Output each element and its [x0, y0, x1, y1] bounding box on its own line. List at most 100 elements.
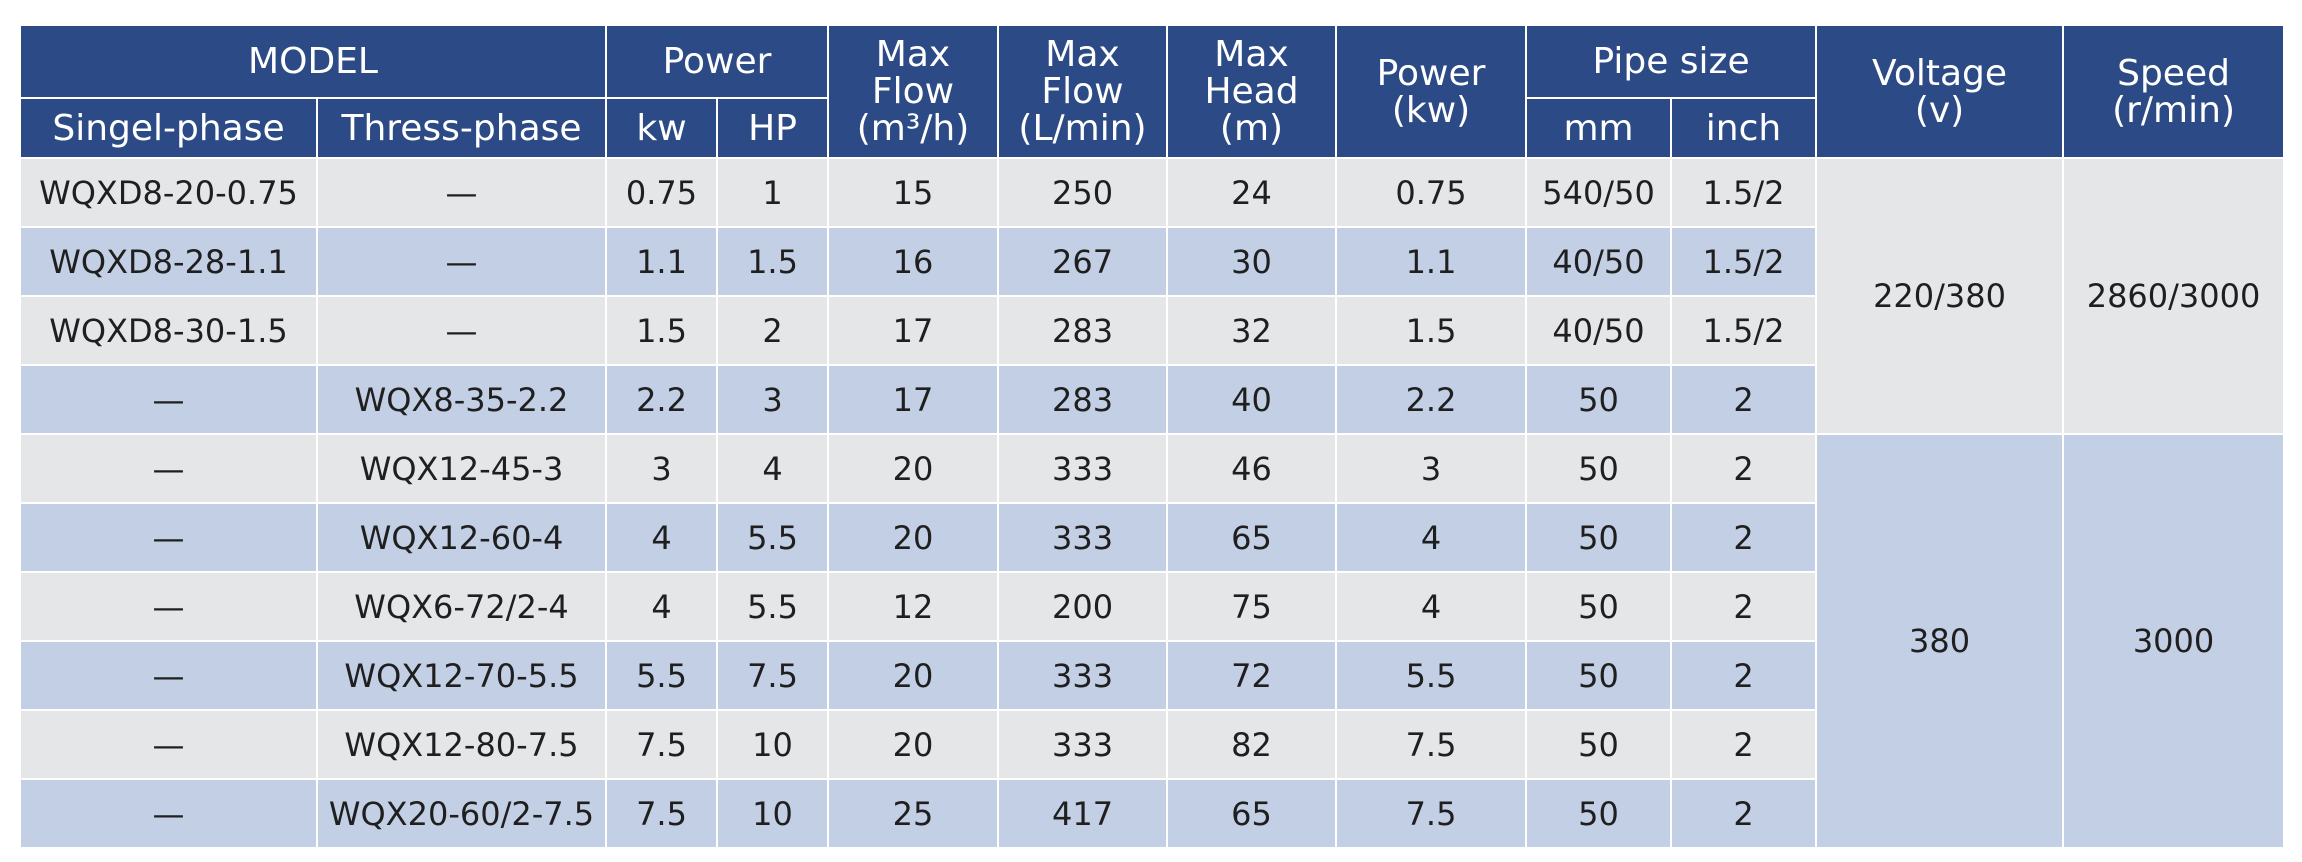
table-row: — WQX12-70-5.5 5.5 7.5 20 333 72 5.5 50 2: [19, 640, 2284, 711]
max-flow-lmin-cell: 333: [997, 433, 1169, 504]
table-row: WQXD8-30-1.5—1.5 2 17 283 32 1.5 40/50 1.5/2: [19, 295, 2284, 366]
pipe-mm-cell: 50: [1525, 709, 1673, 780]
max-head-cell: 65: [1166, 502, 1338, 573]
single-phase-cell: —: [19, 778, 318, 849]
max-head-cell: 65: [1166, 778, 1338, 849]
single-phase-cell: —: [19, 640, 318, 711]
max-head-cell: 46: [1166, 433, 1338, 504]
table-row: — WQX20-60/2-7.5 7.5 10 25 417 65 7.5 50 2: [19, 778, 2284, 849]
voltage-header: Voltage (v): [1815, 24, 2065, 159]
pipe-mm-cell: 50: [1525, 640, 1673, 711]
hp-cell: 1.5: [716, 226, 830, 297]
kw-cell: 1.1: [605, 226, 719, 297]
power-kw-cell: 2.2: [1335, 364, 1528, 435]
power-header: Power: [605, 24, 830, 99]
max-head-header: Max Head (m): [1166, 24, 1338, 159]
pipe-inch-cell: 1.5/2: [1670, 226, 1818, 297]
table-row: WQXD8-20-0.75—0.75 1 15 250 24 0.75 540/50 1.5/…: [19, 157, 2286, 435]
voltage-cell: 220/380: [1815, 157, 2065, 435]
pipe-mm-cell: 50: [1525, 364, 1673, 435]
max-flow-lmin-cell: 200: [997, 571, 1169, 642]
hp-cell: 7.5: [716, 640, 830, 711]
table-row: — WQX12-60-4 4 5.5 20 333 65 4 50 2: [19, 502, 2284, 573]
kw-cell: 4: [605, 502, 719, 573]
three-phase-header: Thress-phase: [315, 97, 608, 159]
max-flow-m3h-cell: 25: [827, 778, 1000, 849]
table-row: — WQX8-35-2.2 2.2 3 17 283 40 2.2 50 2: [19, 364, 2284, 435]
kw-cell: 7.5: [605, 778, 719, 849]
hp-cell: 10: [716, 778, 830, 849]
table-row: — WQX6-72/2-4 4 5.5 12 200 75 4 50 2: [19, 571, 2284, 642]
max-flow-lmin-cell: 333: [997, 502, 1169, 573]
pipe-mm-cell: 50: [1525, 502, 1673, 573]
power-kw-cell: 1.5: [1335, 295, 1528, 366]
hp-cell: 1: [716, 157, 830, 228]
three-phase-cell: —: [315, 157, 608, 228]
pipe-mm-cell: 40/50: [1525, 295, 1673, 366]
power-kw-header: Power (kw): [1335, 24, 1528, 159]
hp-cell: 4: [716, 433, 830, 504]
max-flow-m3h-cell: 12: [827, 571, 1000, 642]
single-phase-cell: WQXD8-28-1.1: [19, 226, 318, 297]
three-phase-cell: WQX12-80-7.5: [315, 709, 608, 780]
three-phase-cell: WQX12-60-4: [315, 502, 608, 573]
max-flow-lmin-cell: 250: [997, 157, 1169, 228]
power-kw-cell: 4: [1335, 571, 1528, 642]
kw-cell: 4: [605, 571, 719, 642]
power-kw-cell: 7.5: [1335, 778, 1528, 849]
max-flow-lmin-header: Max Flow (L/min): [997, 24, 1169, 159]
max-flow-m3h-cell: 20: [827, 502, 1000, 573]
max-flow-m3h-header: Max Flow (m³/h): [827, 24, 1000, 159]
model-header: MODEL: [18, 24, 608, 99]
max-flow-lmin-cell: 283: [997, 295, 1169, 366]
single-phase-header: Singel-phase: [19, 97, 318, 159]
power-kw-cell: 1.1: [1335, 226, 1528, 297]
inch-header: inch: [1670, 97, 1818, 159]
max-head-cell: 75: [1166, 571, 1338, 642]
single-phase-cell: —: [19, 571, 318, 642]
pipe-inch-cell: 2: [1670, 502, 1818, 573]
pipe-inch-cell: 2: [1670, 778, 1818, 849]
max-flow-m3h-cell: 20: [827, 433, 1000, 504]
pipe-mm-cell: 40/50: [1525, 226, 1673, 297]
pipe-inch-cell: 2: [1670, 709, 1818, 780]
kw-cell: 7.5: [605, 709, 719, 780]
hp-cell: 2: [716, 295, 830, 366]
power-kw-cell: 0.75: [1335, 157, 1528, 228]
max-flow-m3h-cell: 20: [827, 709, 1000, 780]
power-kw-cell: 3: [1335, 433, 1528, 504]
pipe-size-header: Pipe size: [1525, 24, 1818, 99]
kw-cell: 2.2: [605, 364, 719, 435]
table-row: — WQX12-45-3 3 4 20 333 46 3 50 2 380 3000: [19, 433, 2286, 849]
pipe-mm-cell: 50: [1525, 778, 1673, 849]
speed-header: Speed (r/min): [2062, 24, 2286, 159]
max-head-cell: 24: [1166, 157, 1338, 228]
three-phase-cell: WQX20-60/2-7.5: [315, 778, 608, 849]
max-flow-lmin-cell: 417: [997, 778, 1169, 849]
kw-cell: 0.75: [605, 157, 719, 228]
single-phase-cell: —: [19, 364, 318, 435]
hp-cell: 10: [716, 709, 830, 780]
max-flow-lmin-cell: 283: [997, 364, 1169, 435]
kw-cell: 5.5: [605, 640, 719, 711]
kw-cell: 1.5: [605, 295, 719, 366]
single-phase-cell: —: [19, 709, 318, 780]
max-head-cell: 82: [1166, 709, 1338, 780]
kw-cell: 3: [605, 433, 719, 504]
hp-cell: 5.5: [716, 502, 830, 573]
pipe-inch-cell: 2: [1670, 640, 1818, 711]
pipe-inch-cell: 2: [1670, 571, 1818, 642]
table-body: WQXD8-20-0.75—0.75 1 15 250 24 0.75 540/50 1.5/…: [19, 157, 2286, 849]
max-head-cell: 40: [1166, 364, 1338, 435]
voltage-cell: 380: [1815, 433, 2065, 849]
pipe-mm-cell: 50: [1525, 433, 1673, 504]
single-phase-cell: —: [19, 502, 318, 573]
three-phase-cell: WQX12-45-3: [315, 433, 608, 504]
power-kw-cell: 7.5: [1335, 709, 1528, 780]
pipe-mm-cell: 540/50: [1525, 157, 1673, 228]
kw-header: kw: [605, 97, 719, 159]
pipe-inch-cell: 1.5/2: [1670, 295, 1818, 366]
single-phase-cell: WQXD8-20-0.75: [19, 157, 318, 228]
pipe-inch-cell: 1.5/2: [1670, 157, 1818, 228]
three-phase-cell: WQX12-70-5.5: [315, 640, 608, 711]
